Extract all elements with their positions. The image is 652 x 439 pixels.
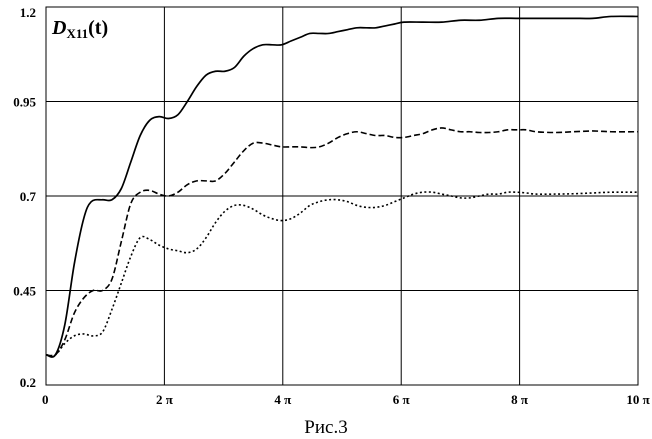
series-line-solid bbox=[45, 15, 638, 358]
y-tick-label: 0.95 bbox=[13, 95, 36, 110]
annotation-tail: (t) bbox=[88, 17, 108, 39]
series-line-dotted bbox=[45, 191, 638, 357]
y-tick-label: 1.2 bbox=[20, 5, 36, 20]
series-group bbox=[45, 15, 638, 358]
x-tick-label: 2 π bbox=[156, 392, 173, 407]
annotation-sub: X11 bbox=[66, 26, 88, 41]
series-line-dashed bbox=[45, 127, 638, 357]
tick-labels: 0 2 π 4 π 6 π 8 π 10 π 0.2 0.45 0.7 0.95 1.2 bbox=[13, 5, 649, 407]
x-tick-label: 6 π bbox=[393, 392, 410, 407]
x-tick-label: 4 π bbox=[274, 392, 291, 407]
y-tick-label: 0.7 bbox=[20, 189, 37, 204]
x-tick-label: 10 π bbox=[626, 392, 649, 407]
plot-frame bbox=[45, 6, 639, 386]
grid bbox=[45, 6, 639, 386]
x-tick-label: 8 π bbox=[511, 392, 528, 407]
annotation-main: D bbox=[51, 17, 66, 39]
x-tick-label: 0 bbox=[42, 392, 49, 407]
y-tick-label: 0.45 bbox=[13, 284, 36, 299]
chart-annotation: DX11(t) bbox=[51, 17, 108, 41]
figure-caption: Рис.3 bbox=[304, 417, 348, 438]
y-tick-label: 0.2 bbox=[20, 375, 36, 390]
